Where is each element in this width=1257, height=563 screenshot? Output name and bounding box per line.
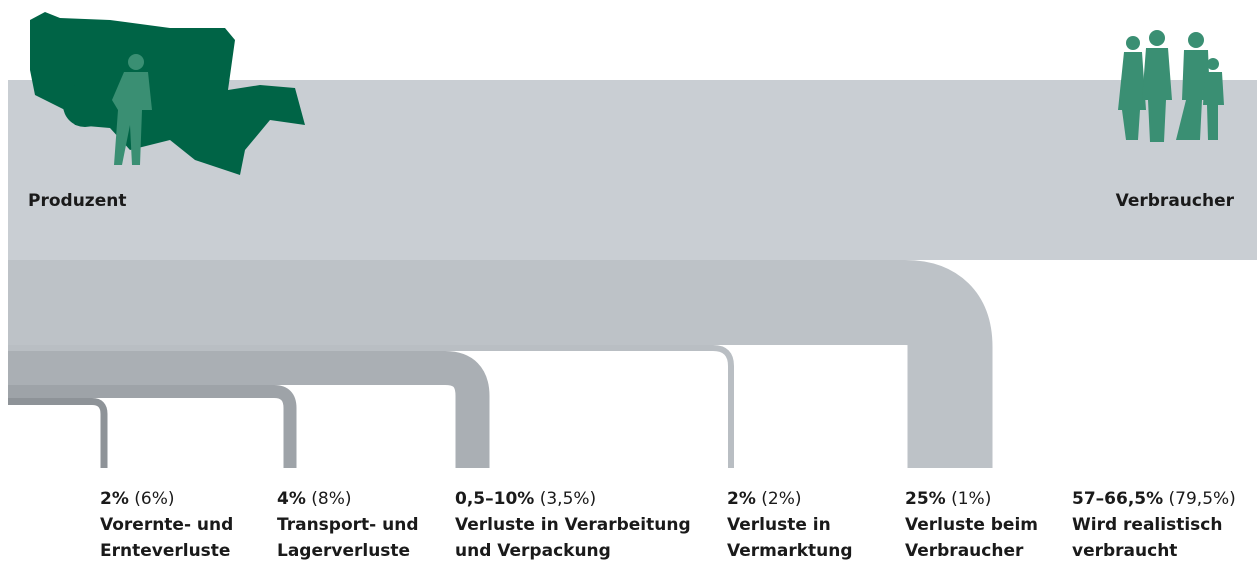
stage-label: verbraucht: [1072, 541, 1177, 561]
stage-share: 2%: [100, 489, 129, 509]
consumer-label: Verbraucher: [1116, 191, 1235, 211]
stage-share: 2%: [727, 489, 756, 509]
stage-label: Wird realistisch: [1072, 515, 1222, 535]
stage-label: Vermarktung: [727, 541, 853, 561]
stage-share: 0,5–10%: [455, 489, 534, 509]
stage-label: Verbraucher: [905, 541, 1024, 561]
stage-share-line: 2% (6%): [100, 489, 175, 509]
stage-label: Verluste in: [727, 515, 831, 535]
stage-label: Ernteverluste: [100, 541, 230, 561]
stage-reference: (8%): [311, 489, 351, 509]
stage-share-line: 4% (8%): [277, 489, 352, 509]
stage-label: Verluste beim: [905, 515, 1038, 535]
stage-share: 25%: [905, 489, 946, 509]
stage-share-line: 57–66,5% (79,5%): [1072, 489, 1236, 509]
stage-reference: (3,5%): [540, 489, 596, 509]
stage-share: 57–66,5%: [1072, 489, 1163, 509]
stage-label: Lagerverluste: [277, 541, 410, 561]
stage-labels: 2% (6%) Vorernte- und Ernteverluste 4% (8%)…: [100, 489, 1236, 561]
stage-label: Transport- und: [277, 515, 419, 535]
flow-processing-loss: [8, 368, 473, 468]
producer-label: Produzent: [28, 191, 126, 211]
flow-harvest-loss: [8, 402, 104, 469]
stage-share-line: 25% (1%): [905, 489, 991, 509]
stage-share: 4%: [277, 489, 306, 509]
stage-reference: (79,5%): [1169, 489, 1236, 509]
stage-share-line: 0,5–10% (3,5%): [455, 489, 596, 509]
diagram: Produzent Verbraucher 2% (6%) Vorernte- u…: [0, 0, 1257, 563]
stage-label: Verluste in Verarbeitung: [455, 515, 691, 535]
stage-label: und Verpackung: [455, 541, 611, 561]
stage-reference: (6%): [134, 489, 174, 509]
stage-share-line: 2% (2%): [727, 489, 802, 509]
stage-label: Vorernte- und: [100, 515, 233, 535]
stage-reference: (2%): [761, 489, 801, 509]
stage-reference: (1%): [951, 489, 991, 509]
